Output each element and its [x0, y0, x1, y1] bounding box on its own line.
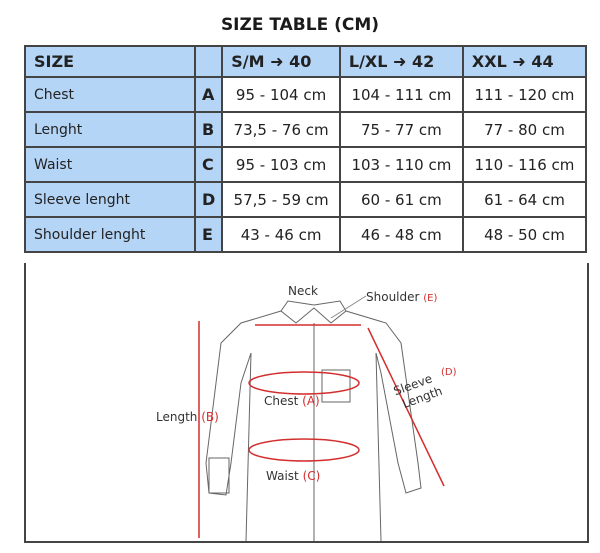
chest-label: Chest (A)	[264, 394, 320, 408]
row-label: Lenght	[24, 111, 196, 148]
cell: 75 - 77 cm	[338, 111, 464, 148]
waist-ellipse	[248, 438, 360, 462]
table-row: Chest A 95 - 104 cm 104 - 111 cm 111 - 120 c…	[24, 76, 588, 113]
shirt-outline	[205, 300, 422, 542]
row-label: Chest	[24, 76, 196, 113]
shirt-illustration: Neck Shoulder (E) Chest (A) Length (B) W…	[156, 284, 457, 542]
page-title: SIZE TABLE (CM)	[220, 15, 380, 35]
table-row: Lenght B 73,5 - 76 cm 75 - 77 cm 77 - 80 cm	[24, 111, 588, 148]
header-col: XXL ➜ 44	[461, 45, 588, 78]
cell: 104 - 111 cm	[338, 76, 464, 113]
measure-lines	[198, 321, 445, 538]
sleeve-label: Sleeve Length	[392, 371, 445, 411]
waist-label: Waist (C)	[266, 469, 320, 483]
cell: 73,5 - 76 cm	[221, 111, 341, 148]
cell: 103 - 110 cm	[338, 146, 464, 183]
size-table: SIZE S/M ➜ 40 L/XL ➜ 42 XXL ➜ 44 Chest A 9…	[24, 45, 588, 253]
row-label: Waist	[24, 146, 196, 183]
shoulder-pointer	[330, 295, 367, 319]
row-letter: D	[193, 181, 224, 218]
cell: 95 - 104 cm	[221, 76, 341, 113]
table-row: Waist C 95 - 103 cm 103 - 110 cm 110 - 116 c…	[24, 146, 588, 183]
cell: 95 - 103 cm	[221, 146, 341, 183]
table-row: Sleeve lenght D 57,5 - 59 cm 60 - 61 cm 61 -…	[24, 181, 588, 218]
header-col: L/XL ➜ 42	[338, 45, 464, 78]
cell: 57,5 - 59 cm	[221, 181, 341, 218]
length-label: Length (B)	[156, 410, 219, 424]
header-letter	[193, 45, 224, 78]
header-size: SIZE	[24, 45, 196, 78]
table-header-row: SIZE S/M ➜ 40 L/XL ➜ 42 XXL ➜ 44	[24, 45, 588, 78]
cell: 111 - 120 cm	[461, 76, 588, 113]
neck-label: Neck	[288, 284, 318, 298]
chest-ellipse	[248, 371, 360, 395]
row-letter: B	[193, 111, 224, 148]
cell: 43 - 46 cm	[221, 216, 341, 253]
row-label: Sleeve lenght	[24, 181, 196, 218]
cell: 46 - 48 cm	[338, 216, 464, 253]
cell: 110 - 116 cm	[461, 146, 588, 183]
cell: 48 - 50 cm	[461, 216, 588, 253]
cell: 77 - 80 cm	[461, 111, 588, 148]
row-letter: A	[193, 76, 224, 113]
cell: 60 - 61 cm	[338, 181, 464, 218]
table-row: Shoulder lenght E 43 - 46 cm 46 - 48 cm 48 -…	[24, 216, 588, 253]
row-label: Shoulder lenght	[24, 216, 196, 253]
row-letter: E	[193, 216, 224, 253]
sleeve-code: (D)	[441, 367, 457, 378]
sleeve-line	[367, 327, 445, 487]
shirt-diagram: Neck Shoulder (E) Chest (A) Length (B) W…	[24, 263, 589, 543]
header-col: S/M ➜ 40	[221, 45, 341, 78]
cell: 61 - 64 cm	[461, 181, 588, 218]
row-letter: C	[193, 146, 224, 183]
shoulder-label: Shoulder (E)	[366, 290, 437, 304]
